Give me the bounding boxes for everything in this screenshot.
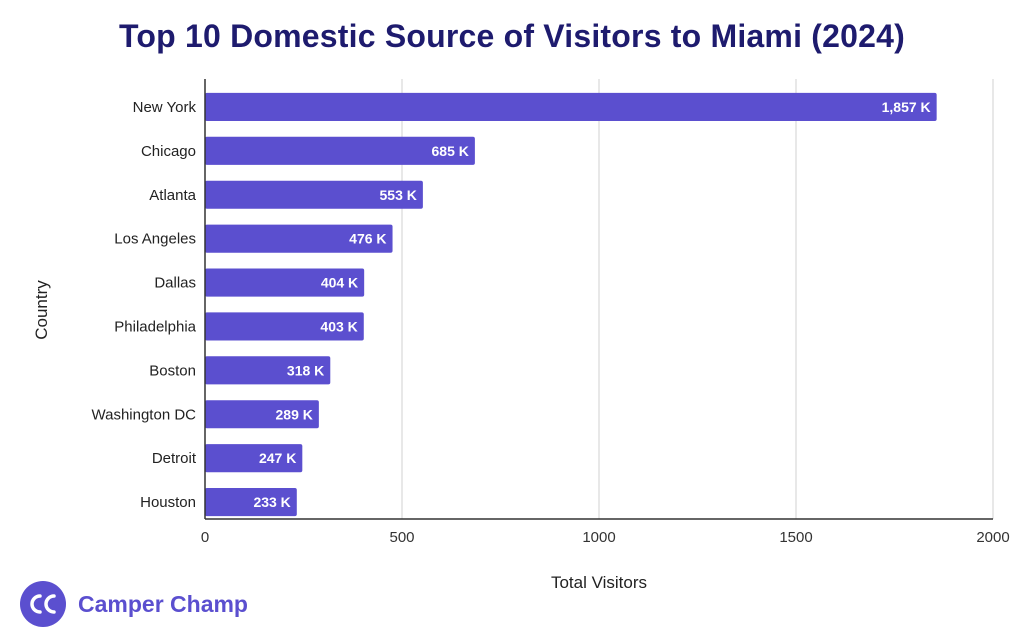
y-tick-label: Washington DC	[92, 406, 197, 423]
x-tick-label: 500	[389, 529, 414, 546]
gridlines	[401, 79, 994, 519]
y-axis-title: Country	[32, 280, 51, 340]
bar-value-label: 685 K	[432, 143, 469, 159]
brand-logo-group: Camper Champ	[20, 580, 248, 628]
cc-monogram-icon	[30, 594, 56, 614]
bars: 1,857 K 685 K 553 K 476 K 404 K 403 K 318 K 289…	[205, 92, 937, 517]
bar-philadelphia	[205, 312, 364, 341]
bar-chicago	[205, 136, 475, 165]
x-tick-label: 1000	[582, 529, 615, 546]
bar-value-label: 318 K	[287, 362, 324, 378]
y-tick-label: Boston	[149, 362, 196, 379]
y-tick-label: New York	[133, 99, 197, 116]
bar-atlanta	[205, 180, 423, 209]
x-tick-label: 2000	[976, 529, 1009, 546]
axes: 0 500 1000 1500 2000 New York Chicago Atlanta Lo…	[92, 79, 1010, 546]
chart-title: Top 10 Domestic Source of Visitors to Mi…	[119, 18, 905, 54]
y-tick-label: Detroit	[152, 450, 197, 467]
y-tick-label: Dallas	[154, 275, 196, 292]
bar-boston	[205, 356, 331, 385]
brand-name: Camper Champ	[78, 590, 248, 617]
bar-value-label: 247 K	[259, 450, 296, 466]
bar-washington-dc	[205, 400, 319, 429]
bar-value-label: 403 K	[320, 318, 357, 334]
bar-los-angeles	[205, 224, 393, 253]
bar-houston	[205, 488, 297, 517]
bar-dallas	[205, 268, 365, 297]
bar-detroit	[205, 444, 303, 473]
y-tick-label: Chicago	[141, 143, 196, 160]
x-tick-label: 0	[201, 529, 209, 546]
y-tick-label: Los Angeles	[114, 231, 196, 248]
y-tick-label: Atlanta	[149, 187, 196, 204]
bar-new-york	[205, 92, 937, 121]
bar-value-label: 476 K	[349, 231, 386, 247]
bar-value-label: 289 K	[276, 406, 313, 422]
bar-value-label: 404 K	[321, 275, 358, 291]
bar-value-label: 233 K	[253, 494, 290, 510]
bar-value-label: 1,857 K	[882, 99, 931, 115]
x-axis-title: Total Visitors	[551, 573, 647, 592]
y-tick-label: Philadelphia	[114, 318, 196, 335]
y-tick-label: Houston	[140, 494, 196, 511]
bar-value-label: 553 K	[380, 187, 417, 203]
camper-champ-logo-icon	[20, 581, 66, 627]
x-tick-label: 1500	[779, 529, 812, 546]
